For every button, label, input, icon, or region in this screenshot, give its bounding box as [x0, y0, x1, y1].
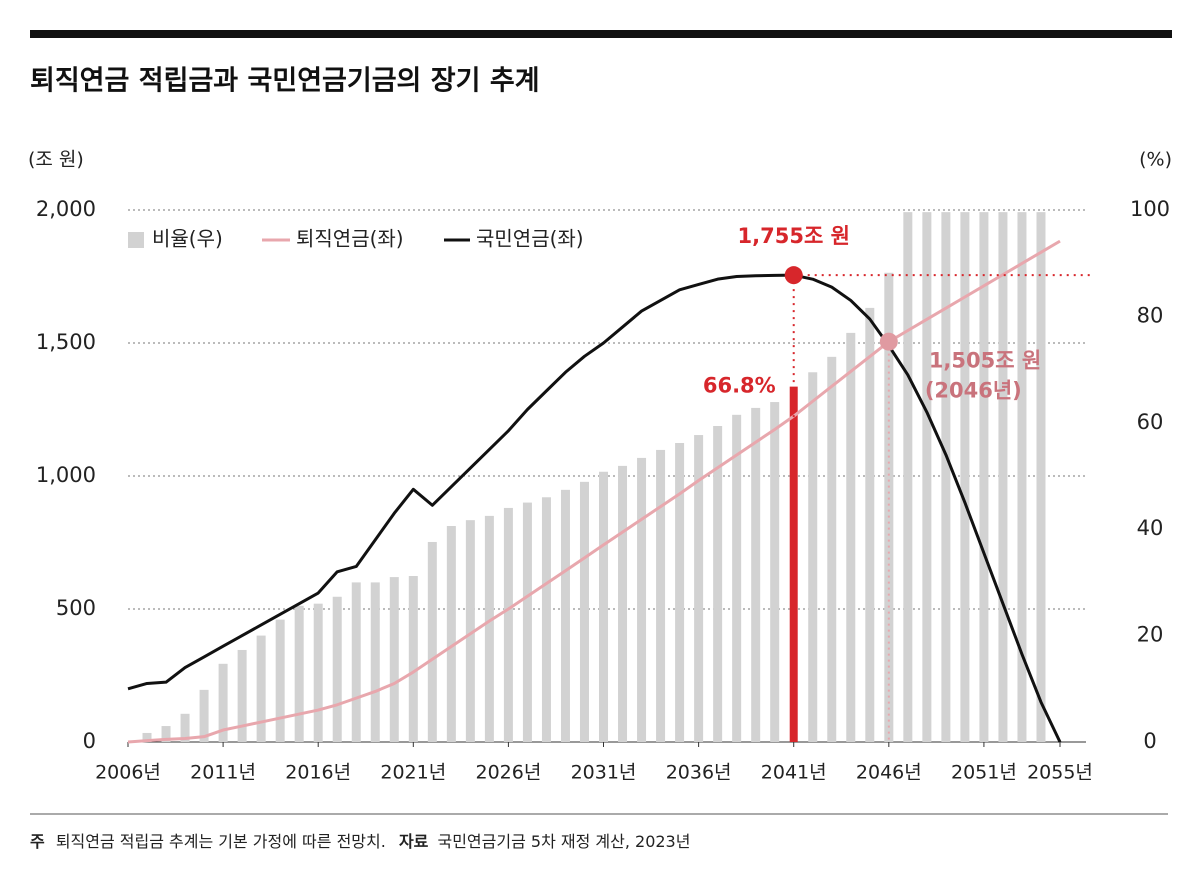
footnote: 주 퇴직연금 적립금 추계는 기본 가정에 따른 전망치. 자료 국민연금기금 … — [30, 832, 690, 851]
legend-label: 국민연금(좌) — [476, 227, 584, 251]
bar — [884, 272, 894, 742]
y-tick-label: 500 — [56, 596, 96, 620]
bar — [332, 596, 342, 742]
bar — [541, 497, 551, 742]
bar — [142, 732, 152, 742]
y2-tick-label: 20 — [1137, 623, 1164, 647]
y2-tick-label: 40 — [1137, 516, 1164, 540]
bar — [865, 307, 875, 742]
bar — [351, 582, 361, 742]
point-marker — [784, 266, 803, 285]
chart-title: 퇴직연금 적립금과 국민연금기금의 장기 추계 — [30, 66, 540, 97]
bar — [370, 582, 380, 742]
legend-label: 비율(우) — [152, 227, 223, 251]
x-tick-label: 2006년 — [95, 762, 161, 784]
top-rule — [30, 30, 1172, 38]
bar — [713, 425, 723, 742]
bar — [846, 332, 856, 742]
bar — [751, 407, 761, 742]
x-tick-label: 2031년 — [571, 762, 637, 784]
y2-tick-label: 60 — [1137, 410, 1164, 434]
bar — [808, 372, 818, 742]
point-label: 1,755조 원 — [738, 224, 850, 248]
bar — [827, 356, 837, 742]
bar — [294, 605, 304, 742]
bar — [618, 465, 628, 742]
y2-tick-label: 0 — [1143, 729, 1156, 753]
x-tick-label: 2026년 — [475, 762, 541, 784]
x-tick-label: 2055년 — [1027, 762, 1093, 784]
y-tick-label: 1,000 — [36, 463, 96, 487]
bar — [408, 576, 418, 742]
bar — [484, 515, 494, 742]
bar — [637, 457, 647, 742]
point-label: 1,505조 원 — [929, 349, 1041, 373]
y2-tick-label: 100 — [1130, 197, 1170, 221]
source: 국민연금기금 5차 재정 계산, 2023년 — [437, 832, 690, 851]
bar — [1036, 212, 1046, 743]
bar — [979, 212, 989, 743]
bar — [503, 507, 513, 742]
y-tick-label: 0 — [83, 729, 96, 753]
bar — [465, 520, 475, 742]
annotation: (2046년) — [925, 379, 1022, 403]
bar — [941, 212, 951, 743]
x-tick-label: 2036년 — [666, 762, 732, 784]
bar — [522, 502, 532, 742]
x-tick-label: 2041년 — [761, 762, 827, 784]
bar — [389, 577, 399, 742]
bar — [599, 471, 609, 742]
bar-value-label: 66.8% — [703, 374, 776, 398]
line — [127, 239, 1061, 744]
legend-label: 퇴직연금(좌) — [296, 227, 404, 251]
bar — [903, 212, 913, 743]
x-tick-label: 2051년 — [951, 762, 1017, 784]
bar — [256, 635, 266, 742]
x-tick-label: 2021년 — [380, 762, 446, 784]
bar — [998, 212, 1008, 743]
bar — [960, 212, 970, 743]
y-axis-label: (조 원) — [28, 149, 84, 171]
bar — [694, 435, 704, 742]
bar — [218, 663, 228, 742]
y-tick-label: 1,500 — [36, 330, 96, 354]
bar — [237, 649, 247, 742]
bar — [922, 212, 932, 743]
bar — [560, 489, 570, 742]
bar — [446, 526, 456, 742]
bar — [180, 713, 190, 742]
y-tick-label: 2,000 — [36, 197, 96, 221]
bar — [789, 386, 798, 742]
note: 퇴직연금 적립금 추계는 기본 가정에 따른 전망치. — [56, 832, 386, 851]
legend-swatch — [128, 232, 144, 248]
y2-axis-label: (%) — [1139, 149, 1172, 171]
y2-tick-label: 80 — [1137, 303, 1164, 327]
bar — [579, 481, 589, 742]
x-tick-label: 2011년 — [190, 762, 256, 784]
bar — [675, 443, 685, 742]
x-tick-label: 2046년 — [856, 762, 922, 784]
point-marker — [879, 332, 898, 351]
bar — [275, 619, 285, 742]
bar — [732, 414, 742, 742]
bar — [313, 603, 323, 742]
x-tick-label: 2016년 — [285, 762, 351, 784]
bar — [770, 402, 780, 742]
note-label: 주 — [30, 832, 45, 851]
bar — [1017, 212, 1027, 743]
bar — [161, 726, 171, 742]
line — [127, 273, 1062, 743]
source-label: 자료 — [399, 832, 429, 851]
bar — [427, 541, 437, 742]
bar — [656, 449, 666, 742]
bar — [199, 689, 209, 742]
